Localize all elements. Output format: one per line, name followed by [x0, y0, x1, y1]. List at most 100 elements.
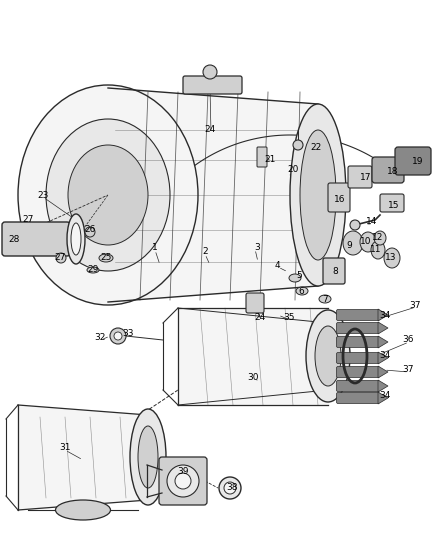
FancyBboxPatch shape [328, 183, 350, 212]
FancyBboxPatch shape [348, 166, 372, 188]
Ellipse shape [296, 287, 308, 295]
Ellipse shape [319, 295, 331, 303]
FancyBboxPatch shape [336, 381, 379, 392]
Ellipse shape [99, 254, 113, 262]
FancyBboxPatch shape [372, 157, 404, 183]
Ellipse shape [46, 119, 170, 271]
Polygon shape [178, 308, 328, 405]
FancyBboxPatch shape [336, 392, 379, 403]
Ellipse shape [289, 274, 301, 282]
Text: 1: 1 [152, 244, 158, 253]
Circle shape [350, 220, 360, 230]
Polygon shape [378, 309, 388, 321]
Text: 19: 19 [412, 157, 424, 166]
Text: 12: 12 [372, 233, 384, 243]
Text: 9: 9 [346, 240, 352, 249]
FancyBboxPatch shape [257, 147, 267, 167]
Text: 11: 11 [370, 246, 382, 254]
Text: 4: 4 [274, 261, 280, 270]
Text: 18: 18 [387, 167, 399, 176]
Text: 30: 30 [247, 374, 259, 383]
Text: 37: 37 [402, 366, 414, 375]
Text: 39: 39 [177, 467, 189, 477]
Ellipse shape [300, 130, 336, 260]
FancyBboxPatch shape [336, 352, 379, 364]
Ellipse shape [56, 500, 110, 520]
Text: 32: 32 [94, 334, 106, 343]
Ellipse shape [138, 426, 158, 488]
Ellipse shape [343, 231, 363, 255]
FancyBboxPatch shape [395, 147, 431, 175]
Text: 27: 27 [54, 254, 66, 262]
Text: 15: 15 [388, 201, 400, 211]
Ellipse shape [360, 232, 376, 252]
Text: 14: 14 [366, 217, 378, 227]
Circle shape [175, 473, 191, 489]
Text: 8: 8 [332, 268, 338, 277]
Text: 24: 24 [254, 313, 265, 322]
FancyBboxPatch shape [183, 76, 242, 94]
Text: 35: 35 [283, 313, 295, 322]
FancyBboxPatch shape [159, 457, 207, 505]
Text: 22: 22 [311, 143, 321, 152]
Text: 25: 25 [100, 254, 112, 262]
FancyBboxPatch shape [336, 336, 379, 348]
Text: 20: 20 [287, 166, 299, 174]
Ellipse shape [315, 326, 341, 386]
FancyBboxPatch shape [336, 367, 379, 377]
FancyBboxPatch shape [336, 310, 379, 320]
Circle shape [114, 332, 122, 340]
Ellipse shape [371, 241, 385, 259]
FancyBboxPatch shape [336, 322, 379, 334]
Ellipse shape [68, 145, 148, 245]
Ellipse shape [85, 227, 95, 237]
Polygon shape [108, 88, 318, 302]
Circle shape [110, 328, 126, 344]
Text: 24: 24 [205, 125, 215, 134]
FancyBboxPatch shape [246, 293, 264, 313]
Text: 36: 36 [402, 335, 414, 344]
Ellipse shape [384, 248, 400, 268]
Text: 5: 5 [296, 271, 302, 280]
Ellipse shape [219, 477, 241, 499]
Ellipse shape [374, 231, 386, 245]
Polygon shape [18, 405, 148, 510]
FancyBboxPatch shape [380, 194, 404, 212]
Ellipse shape [67, 214, 85, 264]
Text: 31: 31 [59, 443, 71, 453]
Polygon shape [378, 380, 388, 392]
Text: 37: 37 [409, 301, 421, 310]
Circle shape [56, 253, 66, 263]
Text: 38: 38 [226, 483, 238, 492]
Polygon shape [378, 352, 388, 364]
Text: 34: 34 [379, 351, 391, 359]
Polygon shape [378, 322, 388, 334]
Text: 33: 33 [122, 328, 134, 337]
Ellipse shape [130, 409, 166, 505]
Polygon shape [378, 336, 388, 348]
Text: 34: 34 [379, 391, 391, 400]
Polygon shape [378, 392, 388, 404]
Ellipse shape [290, 104, 346, 286]
Circle shape [203, 65, 217, 79]
Text: 27: 27 [22, 215, 34, 224]
Text: 13: 13 [385, 254, 397, 262]
Text: 10: 10 [360, 238, 372, 246]
Ellipse shape [87, 267, 99, 273]
Text: 2: 2 [202, 247, 208, 256]
Text: 29: 29 [87, 264, 99, 273]
FancyBboxPatch shape [2, 222, 70, 256]
Text: 28: 28 [8, 236, 20, 245]
Text: 21: 21 [264, 156, 276, 165]
Text: 23: 23 [37, 190, 49, 199]
Ellipse shape [224, 482, 236, 494]
Ellipse shape [306, 310, 350, 402]
Text: 34: 34 [379, 311, 391, 319]
Text: 26: 26 [84, 225, 95, 235]
Polygon shape [378, 366, 388, 378]
Text: 16: 16 [334, 196, 346, 205]
Text: 7: 7 [322, 295, 328, 303]
Text: 3: 3 [254, 243, 260, 252]
Text: 17: 17 [360, 174, 372, 182]
Circle shape [293, 140, 303, 150]
